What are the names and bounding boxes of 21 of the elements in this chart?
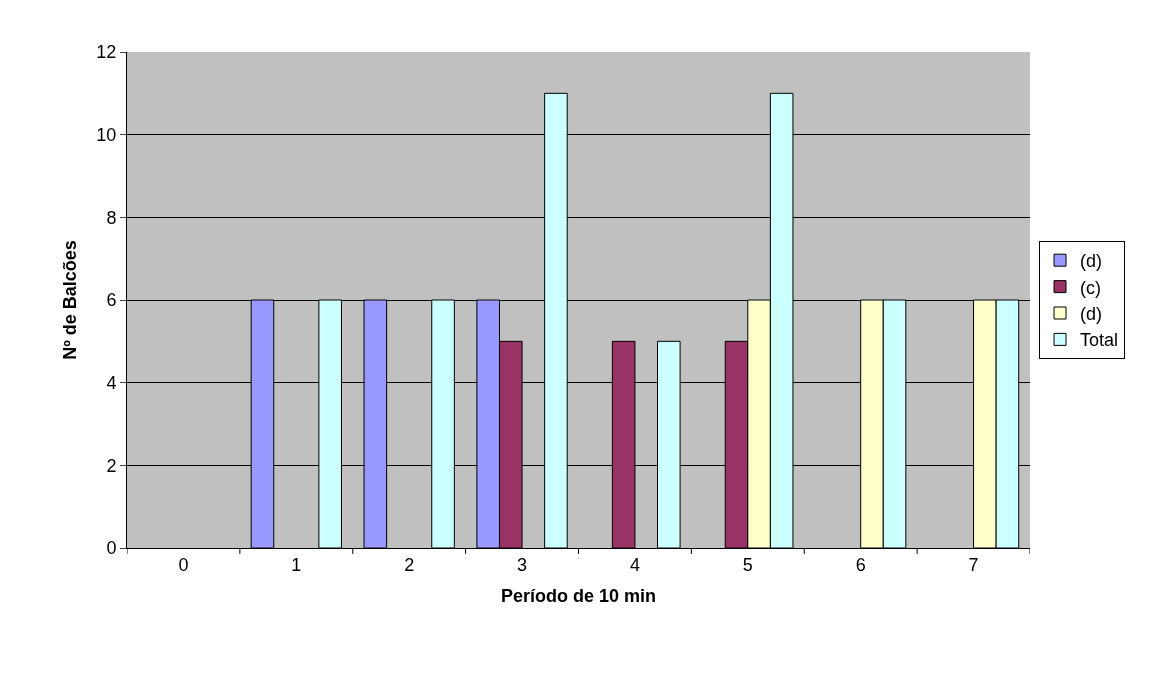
x-tick-label: 0 [178,554,189,575]
x-tick-label: 3 [517,554,528,575]
y-tick-label: 10 [96,124,117,145]
legend-label: Total [1080,330,1119,351]
x-tick-label: 6 [855,554,866,575]
y-axis-title: Nº de Balcões [59,240,80,360]
y-tick-label: 2 [106,455,117,476]
legend-label: (d) [1080,251,1103,272]
x-tick-label: 5 [742,554,753,575]
legend-label: (c) [1080,277,1102,298]
x-axis-title: Período de 10 min [500,585,657,606]
x-tick-label: 4 [629,554,640,575]
legend-label: (d) [1080,304,1103,325]
x-tick-label: 2 [404,554,415,575]
x-tick-label: 1 [291,554,302,575]
y-tick-label: 12 [96,42,117,63]
x-tick-label: 7 [968,554,979,575]
y-tick-label: 6 [106,290,117,311]
y-tick-label: 8 [106,207,117,228]
y-tick-label: 4 [106,372,117,393]
y-tick-label: 0 [106,538,117,559]
